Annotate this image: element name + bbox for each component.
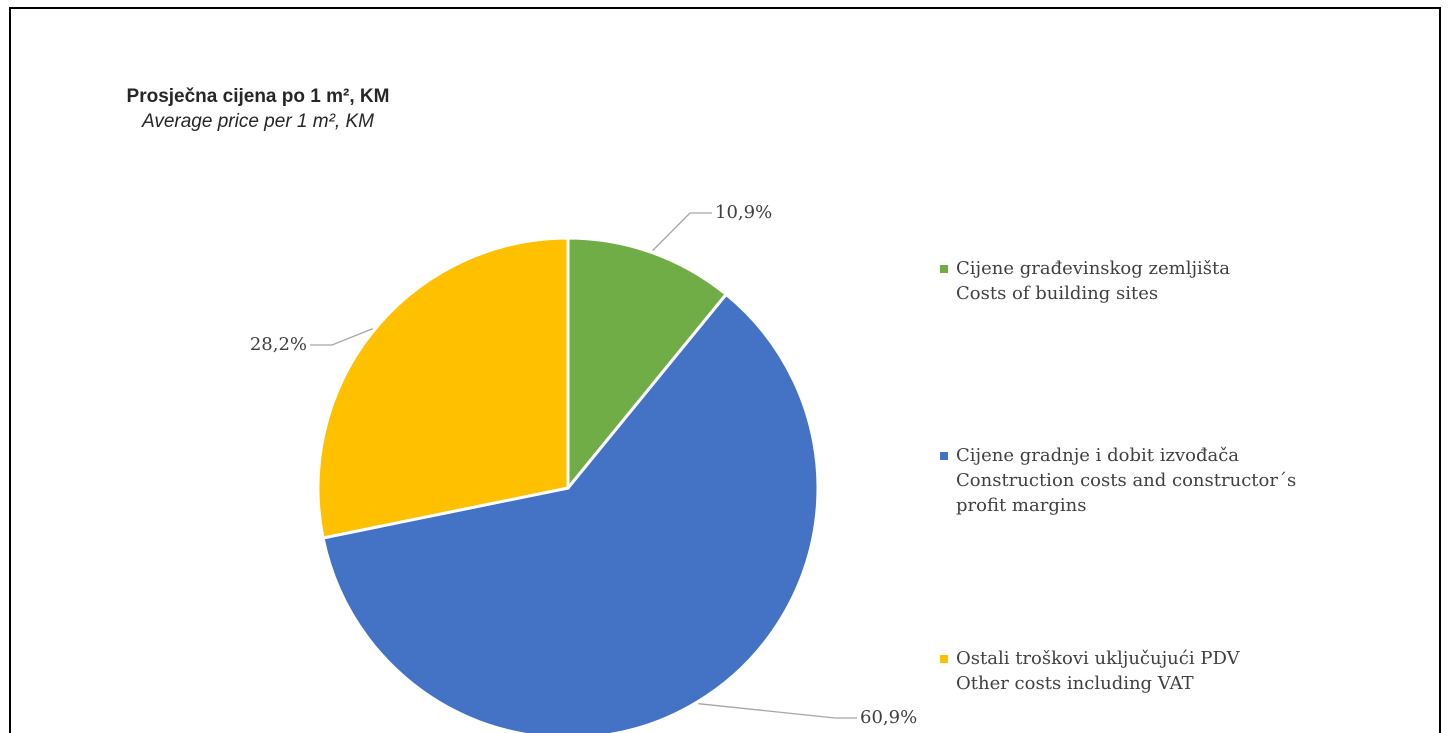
pie-slice: [566, 236, 729, 493]
legend-label: Cijene građevinskog zemljišta: [956, 258, 1231, 279]
pie-slice: [316, 236, 570, 540]
legend-label: Cijene gradnje i dobit izvođača: [956, 445, 1240, 466]
data-label: 10,9%: [715, 202, 772, 223]
legend-swatch: [940, 655, 948, 663]
leader-line: [652, 212, 712, 252]
data-label: 60,9%: [860, 707, 917, 728]
chart-title: Prosječna cijena po 1 m², KM: [127, 86, 390, 107]
frame: [9, 7, 1441, 733]
legend-item: Ostali troškovi uključujući PDV Other cos…: [940, 646, 1340, 696]
legend-swatch: [940, 265, 948, 273]
legend-label: Other costs including VAT: [956, 673, 1194, 694]
leader-line: [698, 703, 857, 719]
legend-label: Ostali troškovi uključujući PDV: [956, 648, 1240, 669]
leader-line: [310, 327, 374, 346]
pie-slice: [321, 292, 820, 733]
legend-label: Costs of building sites: [956, 283, 1159, 304]
legend-label: Construction costs and constructor´s pro…: [956, 470, 1297, 516]
chart-subtitle: Average price per 1 m², KM: [141, 111, 374, 132]
legend-item: Cijene gradnje i dobit izvođača Construct…: [940, 443, 1340, 518]
legend-swatch: [940, 452, 948, 460]
legend-item: Cijene građevinskog zemljišta Costs of bu…: [940, 256, 1340, 306]
data-label: 28,2%: [250, 334, 307, 355]
